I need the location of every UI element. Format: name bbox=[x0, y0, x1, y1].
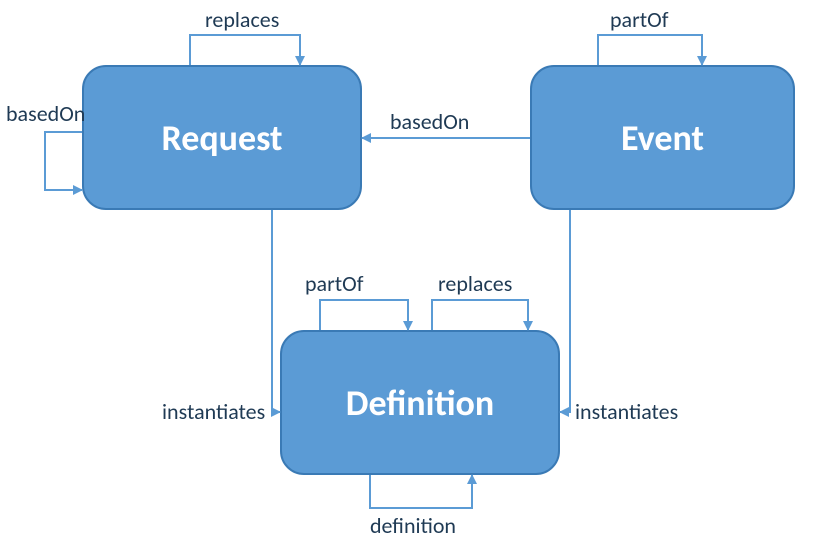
edge-label-partof-def: partOf bbox=[305, 270, 363, 297]
node-request-label: Request bbox=[161, 116, 282, 160]
edge-label-basedon-e2r: basedOn bbox=[390, 108, 469, 135]
edge-label-instantiates-r: instantiates bbox=[575, 398, 678, 425]
edge-label-instantiates-l: instantiates bbox=[162, 398, 265, 425]
edge-label-basedon-request: basedOn bbox=[6, 100, 85, 127]
edge-definition-self bbox=[370, 475, 472, 508]
node-definition: Definition bbox=[280, 330, 560, 475]
edge-label-replaces-def: replaces bbox=[438, 270, 512, 297]
node-definition-label: Definition bbox=[346, 381, 494, 425]
edge-instantiates-request bbox=[272, 210, 280, 412]
edge-basedon-request bbox=[45, 132, 82, 190]
edge-replaces-request bbox=[190, 35, 300, 65]
edge-label-definition-self: definition bbox=[370, 512, 456, 539]
edge-replaces-definition bbox=[432, 300, 528, 330]
node-event: Event bbox=[530, 65, 795, 210]
edge-instantiates-event bbox=[560, 210, 570, 412]
node-event-label: Event bbox=[621, 116, 704, 160]
edge-label-replaces-request: replaces bbox=[205, 6, 279, 33]
edge-partof-event bbox=[598, 35, 702, 65]
edge-label-partof-event: partOf bbox=[610, 6, 668, 33]
edge-partof-definition bbox=[320, 300, 408, 330]
node-request: Request bbox=[82, 65, 362, 210]
